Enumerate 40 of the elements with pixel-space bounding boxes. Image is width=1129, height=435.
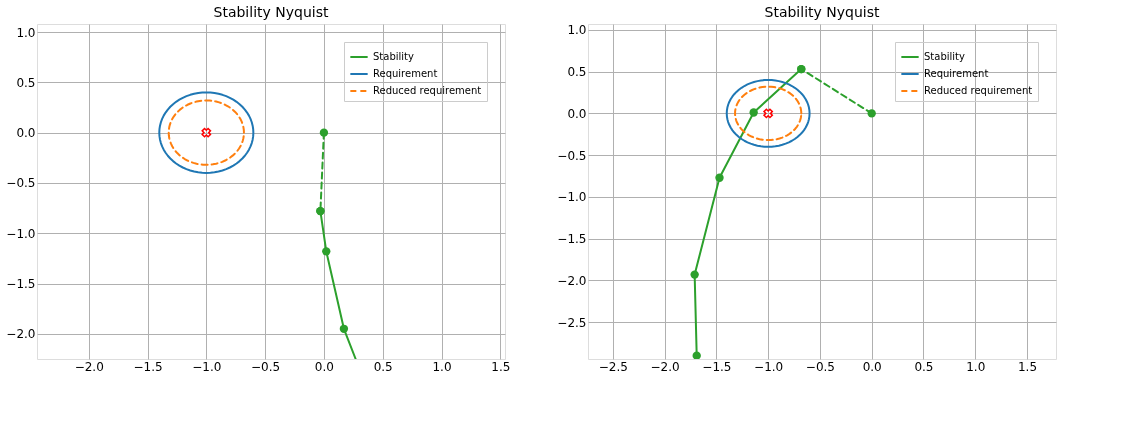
y-tick-label: −0.5 (557, 148, 587, 163)
x-tick-label: −1.0 (192, 359, 222, 374)
x-tick-label: −1.0 (754, 359, 784, 374)
y-tick-label: 0.0 (567, 106, 587, 121)
x-tick-label: −2.0 (650, 359, 680, 374)
y-tick-label: 0.0 (16, 126, 36, 141)
x-tick-label: 1.5 (491, 359, 511, 374)
y-tick-label: −2.0 (6, 327, 36, 342)
legend-label: Reduced requirement (373, 85, 482, 96)
legend-label: Stability (373, 51, 414, 62)
y-tick-label: −1.0 (6, 226, 36, 241)
x-tick-label: 1.5 (1017, 359, 1038, 374)
y-tick-label: 0.5 (567, 65, 587, 80)
x-tick-label: −2.5 (598, 359, 628, 374)
x-tick-label: −1.5 (702, 359, 732, 374)
chart-title: Stability Nyquist (764, 3, 880, 20)
y-tick-label: 0.5 (16, 75, 36, 90)
legend-label: Reduced requirement (924, 85, 1033, 96)
y-tick-label: 1.0 (16, 25, 36, 40)
x-tick-label: 0.0 (314, 359, 334, 374)
x-tick-label: 0.5 (373, 359, 393, 374)
x-tick-label: −0.5 (805, 359, 835, 374)
x-tick-label: 1.0 (966, 359, 986, 374)
legend-label: Requirement (924, 68, 989, 79)
y-tick-label: −1.5 (557, 232, 587, 247)
y-tick-label: −2.0 (557, 273, 587, 288)
y-tick-label: 1.0 (567, 23, 587, 38)
y-tick-label: −2.5 (557, 315, 587, 330)
x-tick-label: 0.5 (914, 359, 934, 374)
legend-label: Requirement (373, 68, 438, 79)
y-tick-label: −1.5 (6, 277, 36, 292)
x-tick-label: −2.0 (74, 359, 104, 374)
x-tick-label: 0.0 (862, 359, 882, 374)
x-tick-label: 1.0 (432, 359, 452, 374)
x-tick-label: −1.5 (133, 359, 163, 374)
x-tick-label: −0.5 (251, 359, 281, 374)
y-tick-label: −0.5 (6, 176, 36, 191)
y-tick-label: −1.0 (557, 190, 587, 205)
chart-title: Stability Nyquist (213, 4, 329, 20)
legend-label: Stability (924, 51, 965, 62)
